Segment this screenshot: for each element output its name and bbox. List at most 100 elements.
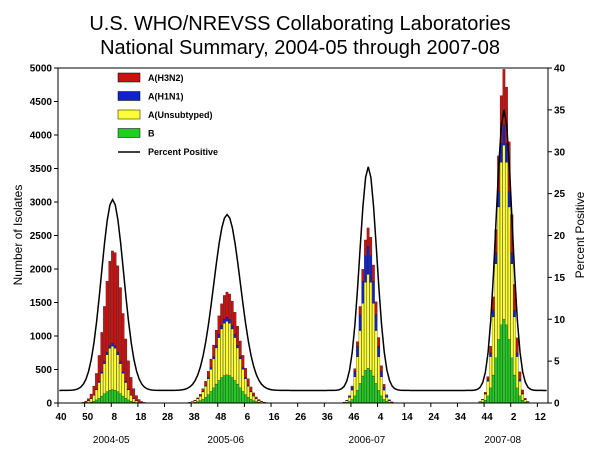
bar-segment-b-week-112: [356, 390, 359, 404]
bar-segment-b-week-120: [377, 390, 381, 404]
y-tick-label: 500: [35, 365, 52, 376]
bar-segment-a-h3n2--week-162: [489, 346, 492, 354]
bar-segment-a-unsubtyped--week-14: [95, 389, 98, 401]
bar-segment-a-unsubtyped--week-166: [499, 162, 503, 325]
y-tick-label: 3500: [30, 164, 53, 175]
bar-segment-b-week-117: [369, 370, 373, 404]
chart-title-line-1: U.S. WHO/NREVSS Collaborating Laboratori…: [89, 13, 510, 35]
bar-segment-a-h3n2--week-66: [233, 312, 237, 335]
bar-segment-a-unsubtyped--week-56: [207, 378, 210, 395]
y-tick-label: 2000: [30, 265, 53, 276]
bar-segment-a-unsubtyped--week-61: [220, 328, 223, 378]
bar-segment-a-h3n2--week-52: [196, 397, 199, 399]
legend-swatch-a-h3n2-: [117, 72, 141, 83]
bar-segment-b-week-161: [486, 395, 490, 404]
x-tick-label: 24: [428, 412, 440, 423]
bar-segment-a-h3n2--week-58: [212, 344, 215, 357]
chart-title-line-2: National Summary, 2004-05 through 2007-0…: [100, 37, 500, 59]
bar-segment-b-week-21: [113, 390, 117, 404]
bar-segment-b-week-119: [374, 383, 378, 404]
bar-segment-a-unsubtyped--week-13: [92, 395, 96, 402]
bar-segment-a-unsubtyped--week-60: [217, 337, 221, 381]
bar-segment-b-week-16: [100, 395, 104, 404]
bar-segment-a-unsubtyped--week-119: [374, 330, 378, 384]
legend-swatch-a-h1n1-: [117, 91, 141, 101]
bar-segment-a-h1n1--week-122: [382, 387, 386, 391]
bar-segment-a-h3n2--week-54: [201, 388, 205, 392]
bar-segment-a-unsubtyped--week-28: [132, 398, 136, 403]
bar-segment-a-h3n2--week-59: [214, 330, 218, 346]
bar-segment-a-unsubtyped--week-122: [382, 389, 386, 400]
bar-segment-a-unsubtyped--week-162: [489, 356, 492, 389]
bar-segment-a-unsubtyped--week-123: [385, 397, 389, 402]
bar-segment-a-unsubtyped--week-52: [196, 398, 199, 402]
bar-segment-a-h1n1--week-116: [366, 246, 370, 275]
bar-segment-a-unsubtyped--week-64: [228, 323, 231, 376]
bar-segment-a-unsubtyped--week-112: [356, 356, 359, 391]
x-tick-label: 14: [402, 412, 414, 423]
bar-segment-b-week-25: [124, 398, 128, 404]
bar-segment-b-week-58: [212, 387, 215, 404]
bar-segment-a-h3n2--week-29: [135, 395, 138, 401]
bar-segment-b-week-72: [249, 399, 253, 404]
season-labels: 2004-05 2005-06 2006-07 2007-08: [93, 435, 522, 446]
bar-series-group: [79, 69, 532, 404]
bar-segment-a-unsubtyped--week-69: [241, 369, 245, 392]
bar-segment-a-h1n1--week-20: [111, 343, 114, 347]
bar-segment-a-unsubtyped--week-114: [361, 303, 365, 377]
bar-segment-a-unsubtyped--week-165: [497, 206, 500, 340]
y2-tick-label: 25: [554, 189, 566, 200]
bar-segment-a-unsubtyped--week-12: [89, 398, 93, 403]
bar-segment-a-unsubtyped--week-55: [204, 386, 207, 398]
season-label: 2005-06: [207, 435, 244, 446]
bar-segment-a-h1n1--week-171: [513, 310, 516, 318]
bar-segment-b-week-66: [233, 380, 237, 404]
bar-segment-b-week-111: [353, 395, 357, 404]
bar-segment-a-unsubtyped--week-57: [209, 369, 213, 392]
bar-segment-a-unsubtyped--week-58: [212, 358, 215, 388]
x-tick-label: 6: [245, 412, 251, 423]
y-tick-label: 4000: [30, 131, 53, 142]
bar-segment-a-h1n1--week-117: [369, 255, 373, 283]
bar-segment-a-h3n2--week-111: [353, 368, 357, 372]
percent-positive-line: [59, 109, 547, 392]
x-tick-label: 2: [511, 412, 517, 423]
y-tick-label: 1500: [30, 298, 53, 309]
bar-segment-a-unsubtyped--week-23: [119, 363, 122, 394]
bar-segment-b-week-164: [494, 357, 498, 404]
bar-segment-a-unsubtyped--week-25: [124, 382, 128, 399]
bar-segment-a-unsubtyped--week-72: [249, 391, 253, 400]
legend-label: A(H1N1): [148, 92, 184, 102]
bar-segment-a-h1n1--week-167: [502, 124, 506, 146]
bar-segment-a-h3n2--week-114: [361, 269, 365, 282]
bar-segment-a-h3n2--week-53: [199, 394, 202, 396]
bar-segment-b-week-116: [366, 368, 370, 404]
bar-segment-a-h3n2--week-64: [228, 293, 231, 320]
bar-segment-a-unsubtyped--week-53: [199, 395, 202, 401]
y2-tick-label: 20: [554, 231, 566, 242]
bar-segment-a-h3n2--week-27: [129, 377, 133, 396]
x-tick-label: 48: [215, 412, 227, 423]
bar-segment-a-h1n1--week-121: [380, 371, 383, 378]
bar-segment-a-h1n1--week-114: [361, 281, 365, 304]
bar-segment-a-h1n1--week-64: [228, 319, 231, 324]
bar-segment-a-h3n2--week-72: [249, 386, 253, 392]
legend-label: A(Unsubtyped): [148, 110, 213, 120]
bar-segment-a-h3n2--week-167: [502, 69, 506, 126]
y2-tick-label: 10: [554, 315, 566, 326]
bar-segment-b-week-71: [246, 397, 250, 404]
bar-segment-a-h1n1--week-111: [353, 371, 357, 378]
bar-segment-a-h1n1--week-115: [364, 255, 367, 283]
bar-segment-a-h3n2--week-26: [127, 360, 130, 390]
bar-segment-a-unsubtyped--week-24: [121, 373, 125, 397]
bar-segment-a-unsubtyped--week-168: [505, 162, 508, 325]
y-tick-label: 1000: [30, 332, 53, 343]
bar-segment-a-unsubtyped--week-19: [108, 348, 112, 391]
bar-segment-a-unsubtyped--week-111: [353, 376, 357, 397]
y2-tick-label: 15: [554, 273, 566, 284]
bar-segment-a-h1n1--week-17: [103, 361, 106, 364]
y2-tick-label: 35: [554, 105, 566, 116]
bar-segment-a-unsubtyped--week-27: [129, 395, 133, 402]
bar-segment-b-week-54: [201, 399, 205, 404]
